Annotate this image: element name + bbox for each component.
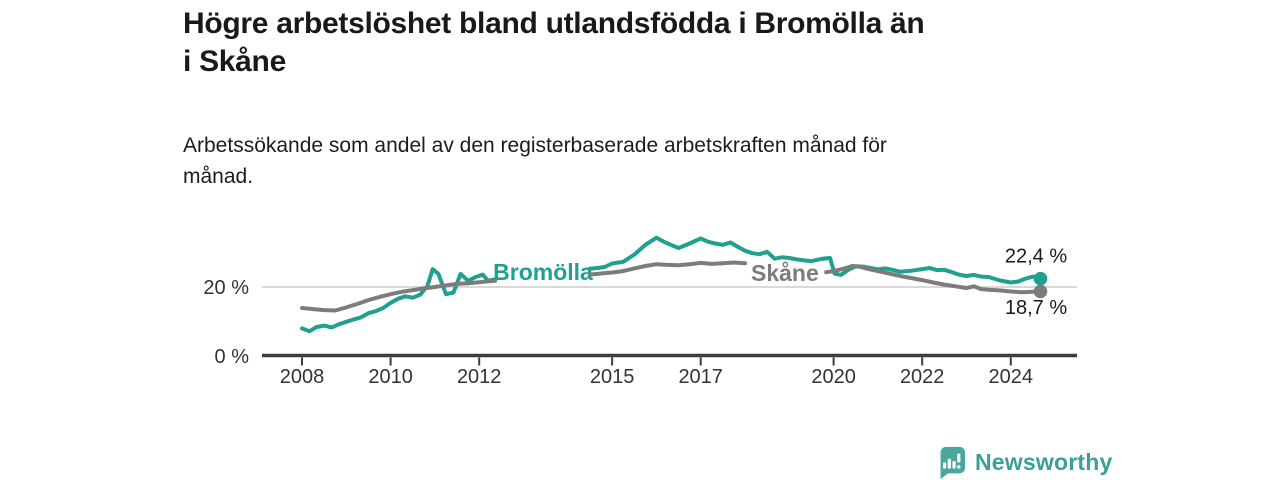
- x-tick-label: 2010: [368, 366, 413, 388]
- x-tick-label: 2015: [590, 366, 635, 388]
- x-tick-label: 2017: [678, 366, 723, 388]
- y-tick-label: 0 %: [215, 346, 250, 368]
- page-title-line-1: Högre arbetslöshet bland utlandsfödda i …: [183, 7, 925, 40]
- x-tick-label: 2020: [811, 366, 856, 388]
- page-title: Högre arbetslöshet bland utlandsfödda i …: [183, 5, 1143, 81]
- y-tick-label: 20 %: [203, 277, 249, 299]
- newsworthy-logo: Newsworthy: [933, 444, 1112, 480]
- x-tick-label: 2022: [900, 366, 945, 388]
- series-label-skane: Skåne: [751, 260, 819, 286]
- chart-subtitle: Arbetssökande som andel av den registerb…: [183, 130, 1083, 192]
- chart-subtitle-line-2: månad.: [183, 165, 254, 188]
- x-tick-label: 2012: [457, 366, 502, 388]
- bar-chart-speech-bubble-icon: [940, 446, 966, 479]
- end-value-label-skane: 18,7 %: [1005, 297, 1067, 319]
- end-value-label-bromolla: 22,4 %: [1005, 246, 1067, 268]
- series-line-bromolla: [300, 235, 1043, 334]
- series-label-bromolla: Bromölla: [493, 259, 593, 285]
- x-tick-label: 2024: [989, 366, 1034, 388]
- series-line-skane: [300, 260, 1043, 313]
- series-end-dot-bromolla: [1033, 271, 1048, 286]
- series-end-dot-skane: [1033, 284, 1048, 299]
- newsworthy-logo-text: Newsworthy: [975, 448, 1113, 475]
- x-tick-label: 2008: [280, 366, 325, 388]
- chart-subtitle-line-1: Arbetssökande som andel av den registerb…: [183, 134, 887, 157]
- page-title-line-2: i Skåne: [183, 45, 286, 78]
